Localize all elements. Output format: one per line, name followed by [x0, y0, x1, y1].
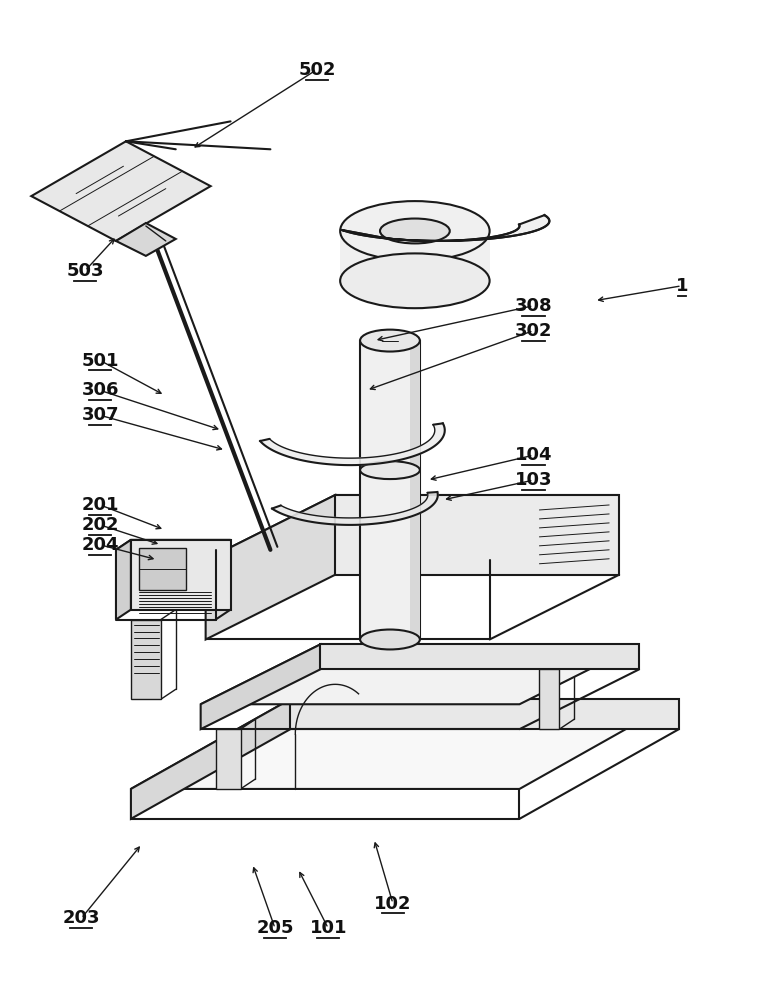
Polygon shape — [131, 540, 230, 610]
Text: 501: 501 — [82, 352, 119, 370]
Text: 203: 203 — [63, 909, 100, 927]
Ellipse shape — [360, 461, 420, 479]
Polygon shape — [201, 644, 320, 729]
Polygon shape — [131, 699, 291, 819]
Polygon shape — [131, 620, 161, 699]
Text: 205: 205 — [256, 919, 294, 937]
Text: 502: 502 — [298, 61, 336, 79]
Text: 102: 102 — [374, 895, 412, 913]
Polygon shape — [340, 231, 490, 281]
Polygon shape — [360, 341, 420, 639]
Polygon shape — [139, 548, 185, 590]
Polygon shape — [206, 495, 619, 560]
Polygon shape — [335, 495, 619, 575]
Ellipse shape — [360, 330, 420, 352]
Text: 306: 306 — [82, 381, 119, 399]
Polygon shape — [201, 644, 639, 704]
Text: 307: 307 — [82, 406, 119, 424]
Polygon shape — [116, 540, 230, 550]
Ellipse shape — [360, 630, 420, 649]
Text: 101: 101 — [310, 919, 347, 937]
Polygon shape — [291, 699, 679, 729]
Text: 201: 201 — [82, 496, 119, 514]
Text: 104: 104 — [515, 446, 552, 464]
Text: 204: 204 — [82, 536, 119, 554]
Ellipse shape — [340, 201, 490, 261]
Polygon shape — [260, 423, 445, 465]
Text: 503: 503 — [66, 262, 104, 280]
Polygon shape — [31, 141, 211, 241]
Ellipse shape — [340, 253, 490, 308]
Polygon shape — [410, 341, 420, 639]
Ellipse shape — [380, 219, 449, 243]
Polygon shape — [216, 729, 240, 789]
Text: 202: 202 — [82, 516, 119, 534]
Text: 1: 1 — [675, 277, 688, 295]
Polygon shape — [320, 644, 639, 669]
Polygon shape — [206, 495, 335, 639]
Polygon shape — [116, 540, 131, 620]
Polygon shape — [116, 223, 175, 256]
Polygon shape — [131, 699, 679, 789]
Text: 308: 308 — [515, 297, 552, 315]
Text: 302: 302 — [515, 322, 552, 340]
Text: 103: 103 — [515, 471, 552, 489]
Polygon shape — [272, 492, 438, 525]
Polygon shape — [539, 669, 559, 729]
Polygon shape — [342, 215, 549, 241]
